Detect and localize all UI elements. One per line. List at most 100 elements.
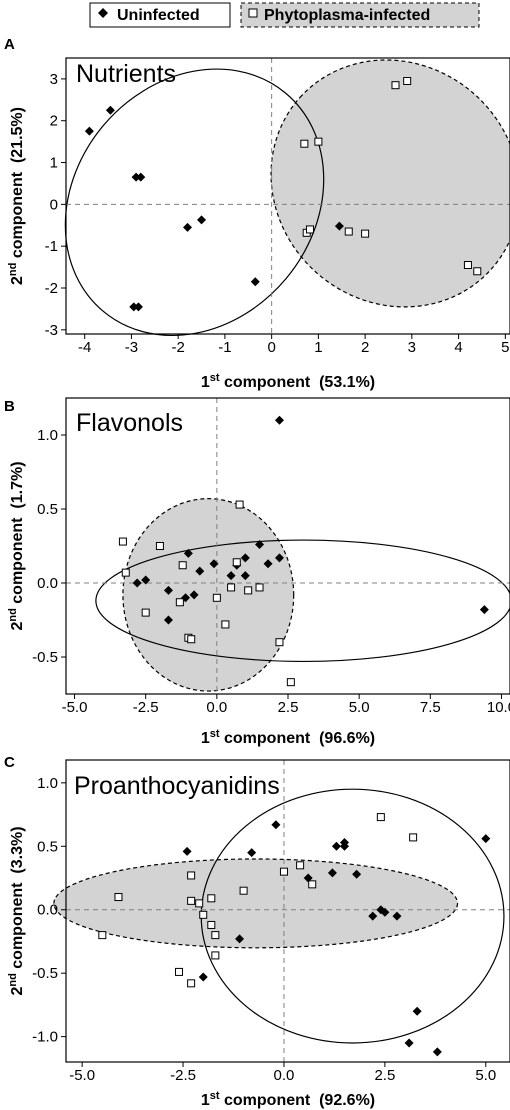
x-tick-label: 1 (314, 339, 322, 356)
infected-point (207, 894, 216, 903)
uninfected-point (303, 873, 313, 883)
uninfected-point (274, 415, 284, 425)
uninfected-point (247, 848, 257, 858)
uninfected-point (404, 1038, 414, 1048)
uninfected-point (432, 1047, 442, 1057)
plot-frame (65, 397, 510, 695)
x-tick-label: 0.0 (274, 1067, 295, 1084)
uninfected-point (327, 868, 337, 878)
panel-c: C Proanthocyanidins 1st component (92.6%… (4, 754, 510, 1109)
x-tick-label: 0.0 (206, 699, 227, 716)
infected-point (376, 813, 385, 822)
uninfected-point (274, 553, 284, 563)
x-axis-label-num: 1 (201, 374, 210, 391)
infected-point (175, 967, 184, 976)
panel-label: A (4, 36, 15, 53)
x-axis-label-sup: st (210, 728, 220, 740)
uninfected-confidence-ellipse (64, 68, 325, 337)
panel-title: Flavonols (76, 409, 183, 437)
uninfected-point (481, 834, 491, 844)
uninfected-point (240, 571, 250, 581)
x-axis-label-num: 1 (201, 1092, 210, 1109)
uninfected-point (183, 222, 193, 232)
infected-point (361, 229, 370, 238)
uninfected-point (226, 571, 236, 581)
x-tick-label: -2.5 (170, 1067, 196, 1084)
uninfected-point (129, 302, 139, 312)
y-axis-label: 2nd component (1.7%) (7, 461, 26, 630)
y-axis-label-sup: nd (7, 263, 19, 276)
uninfected-point (132, 578, 142, 588)
y-tick-label: 0.5 (37, 838, 58, 855)
y-axis-label: 2nd component (3.3%) (7, 826, 26, 995)
uninfected-point (380, 907, 390, 917)
x-tick-label: 0 (267, 339, 275, 356)
panel-label: B (4, 398, 15, 415)
y-axis-label: 2nd component (21.5%) (7, 107, 26, 285)
infected-point (275, 638, 284, 647)
infected-point (98, 931, 107, 940)
infected-confidence-ellipse (53, 858, 459, 949)
uninfected-point (392, 911, 402, 921)
uninfected-point (331, 841, 341, 851)
infected-confidence-ellipse (270, 59, 510, 308)
y-tick-label: 0.5 (37, 501, 58, 518)
infected-point (155, 542, 164, 550)
infected-point (300, 139, 309, 148)
y-tick-label: 1.0 (37, 427, 58, 444)
uninfected-point (189, 590, 199, 600)
uninfected-point (183, 548, 193, 558)
uninfected-point (235, 934, 245, 944)
legend-uninfected-diamond (98, 8, 108, 18)
uninfected-point (412, 1006, 422, 1016)
uninfected-point (131, 172, 141, 182)
infected-point (409, 833, 418, 842)
infected-point (391, 81, 400, 90)
uninfected-point (182, 846, 192, 856)
panel-b: B Flavonols 1st component (96.6%) 2nd co… (4, 397, 510, 747)
x-axis-label: 1st component (92.6%) (201, 1090, 375, 1109)
legend-uninfected-label: Uninfected (117, 7, 200, 24)
uninfected-point (368, 911, 378, 921)
infected-point (187, 979, 196, 988)
x-tick-label: 2 (361, 339, 369, 356)
y-tick-label: 3 (50, 71, 58, 88)
x-tick-label: 4 (454, 339, 462, 356)
uninfected-point (163, 615, 173, 625)
legend-infected-box (240, 2, 480, 28)
uninfected-point (334, 221, 344, 231)
y-tick-label: 0.0 (37, 902, 58, 919)
infected-point (207, 920, 216, 929)
infected-point (221, 620, 230, 629)
x-tick-label: 2.5 (278, 699, 299, 716)
panel-title: Nutrients (76, 60, 176, 88)
uninfected-point (250, 277, 260, 287)
y-tick-label: 1 (50, 155, 58, 172)
legend-infected-label: Phytoplasma-infected (264, 7, 430, 24)
y-tick-label: -0.5 (32, 649, 58, 666)
y-axis-label-text: component (3.3%) (9, 826, 26, 973)
x-tick-label: -4 (78, 339, 91, 356)
legend-uninfected-box (89, 2, 231, 28)
infected-point (296, 861, 305, 870)
x-tick-label: 5 (501, 339, 509, 356)
infected-point (175, 598, 184, 607)
y-axis-label-text: component (1.7%) (9, 461, 26, 608)
uninfected-point (195, 566, 205, 576)
uninfected-point (209, 559, 219, 569)
x-tick-label: 7.5 (420, 699, 441, 716)
plot-frame (65, 759, 510, 1063)
infected-point (178, 561, 187, 570)
infected-point (141, 608, 150, 617)
uninfected-point (136, 172, 146, 182)
infected-point (308, 880, 317, 889)
infected-point (114, 893, 123, 902)
x-tick-label: 2.5 (374, 1067, 395, 1084)
panel-label: C (4, 754, 15, 771)
infected-point (255, 583, 264, 592)
x-tick-label: 5.0 (349, 699, 370, 716)
infected-point (195, 899, 204, 908)
x-axis-label: 1st component (96.6%) (201, 728, 375, 747)
x-tick-label: 10.0 (487, 699, 510, 716)
